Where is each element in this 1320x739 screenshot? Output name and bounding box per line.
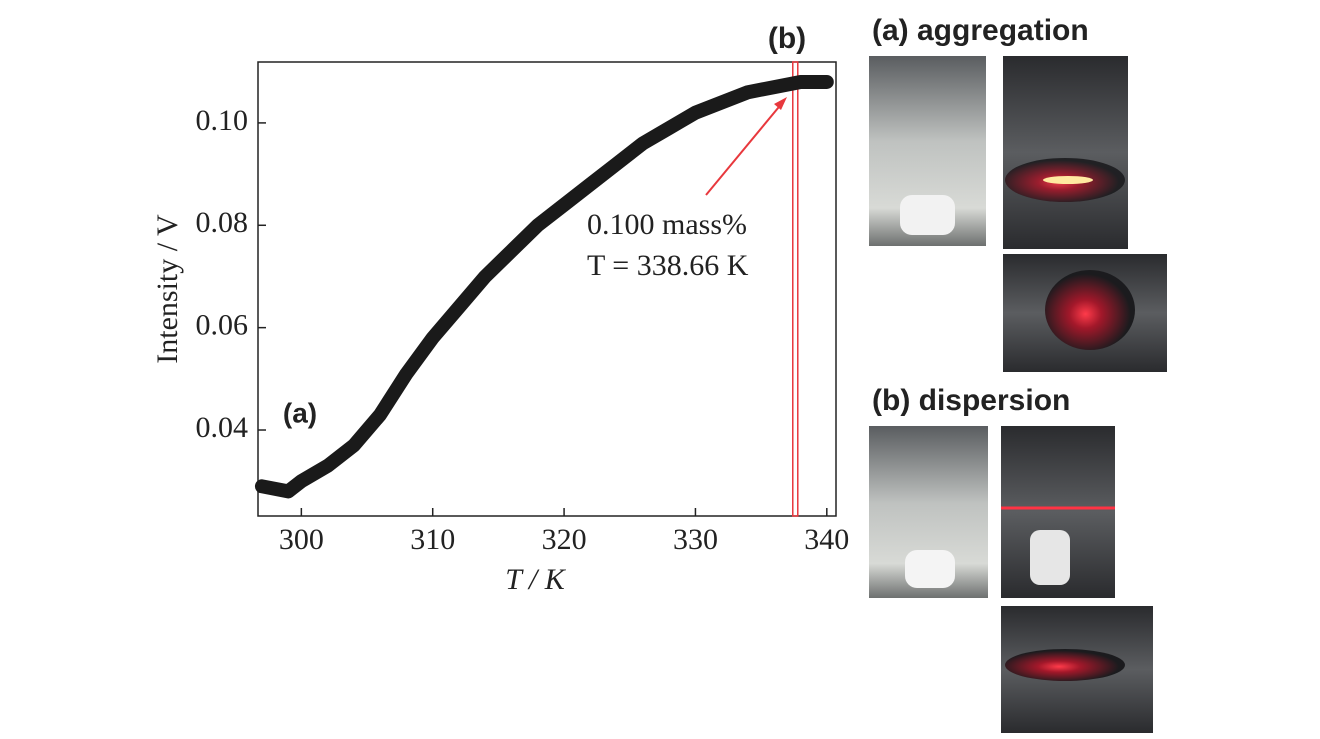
annotation: 0.100 mass%: [587, 208, 747, 241]
x-tick-label: 320: [542, 523, 587, 556]
x-tick-label: 340: [804, 523, 849, 556]
x-tick-label: 330: [673, 523, 718, 556]
photo: [869, 56, 1167, 733]
panel-label: (b) dispersion: [872, 384, 1070, 417]
x-tick-label: 310: [410, 523, 455, 556]
marker-line: [792, 61, 799, 517]
y-axis-label: Intensity / V: [151, 214, 184, 364]
annotation: (a): [283, 397, 317, 428]
annotation-arrow: [705, 101, 784, 196]
y-tick-label: 0.04: [196, 411, 249, 444]
y-tick-label: 0.08: [196, 206, 249, 239]
x-tick-label: 300: [279, 523, 324, 556]
data-line: [254, 74, 834, 499]
y-tick-label: 0.10: [196, 104, 249, 137]
annotation: (b): [768, 22, 806, 55]
panel-label: (a) aggregation: [872, 14, 1089, 47]
annotation: T = 338.66 K: [587, 249, 749, 282]
arrowhead: [774, 97, 787, 110]
x-axis-label: T / K: [505, 563, 566, 596]
plot-frame: [257, 61, 837, 517]
y-tick-label: 0.06: [196, 309, 249, 342]
